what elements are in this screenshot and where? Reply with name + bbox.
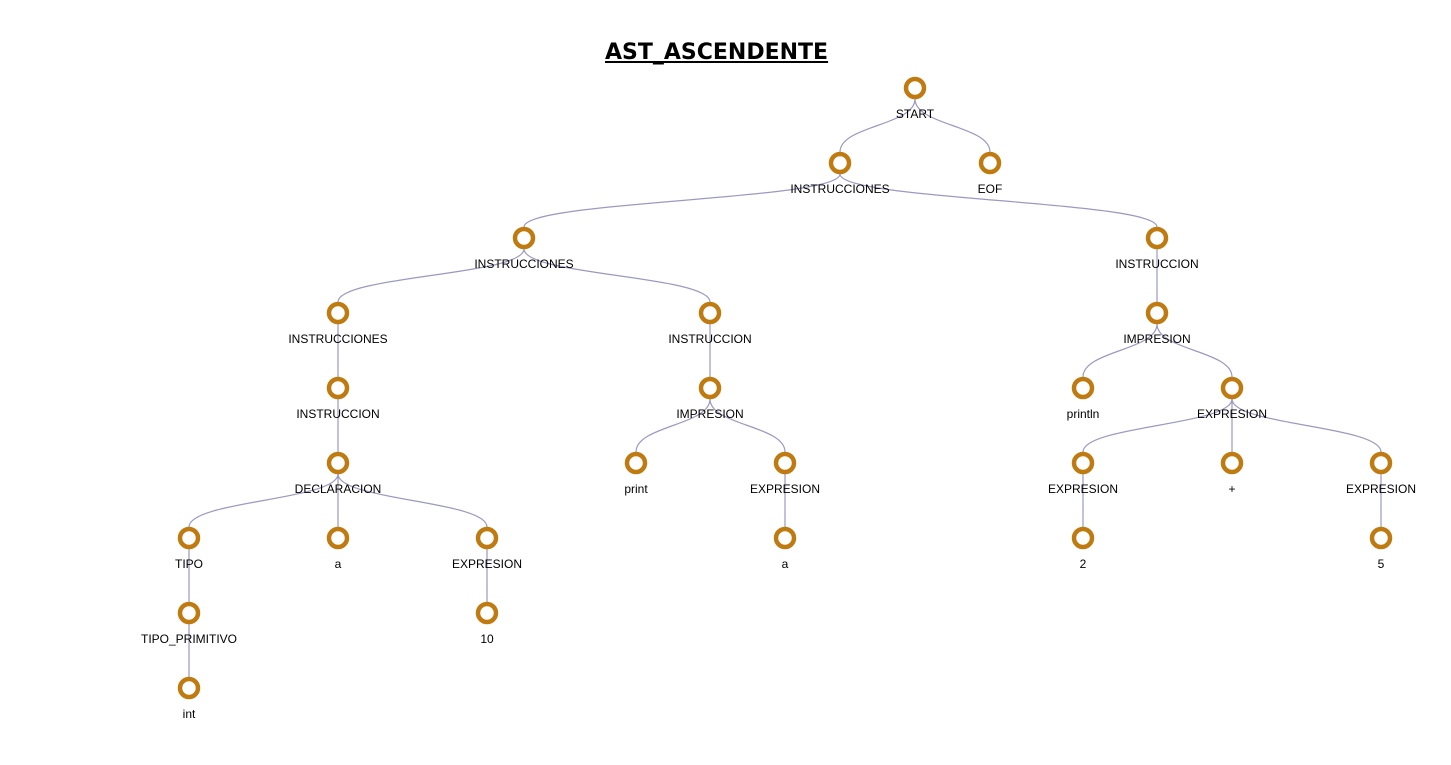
- tree-edge: [523, 248, 711, 303]
- node-circle-icon[interactable]: [1220, 451, 1244, 475]
- node-circle-icon[interactable]: [475, 526, 499, 550]
- tree-edge: [635, 398, 711, 453]
- node-circle-icon[interactable]: [1071, 451, 1095, 475]
- tree-edge: [1082, 398, 1233, 453]
- tree-node-instruccion[interactable]: INSTRUCCION: [296, 376, 380, 421]
- tree-node-a[interactable]: a: [326, 526, 350, 571]
- node-label: EOF: [978, 182, 1003, 196]
- tree-node-instrucciones[interactable]: INSTRUCCIONES: [474, 226, 574, 271]
- node-circle-icon[interactable]: [1145, 226, 1169, 250]
- tree-node-print[interactable]: print: [624, 451, 648, 496]
- tree-node-expresion[interactable]: EXPRESION: [750, 451, 820, 496]
- node-label: DECLARACION: [295, 482, 382, 496]
- node-circle-icon[interactable]: [326, 301, 350, 325]
- tree-edge: [188, 473, 339, 528]
- tree-node-println[interactable]: println: [1067, 376, 1100, 421]
- node-label: INSTRUCCIONES: [790, 182, 889, 196]
- tree-node-5[interactable]: 5: [1369, 526, 1393, 571]
- node-circle-icon[interactable]: [1145, 301, 1169, 325]
- tree-node-instruccion[interactable]: INSTRUCCION: [668, 301, 752, 346]
- node-label: EXPRESION: [452, 557, 522, 571]
- node-label: INSTRUCCION: [668, 332, 751, 346]
- tree-node-expresion[interactable]: EXPRESION: [1197, 376, 1267, 421]
- tree-edge: [1231, 398, 1382, 453]
- tree-edge: [337, 248, 525, 303]
- node-label: INSTRUCCION: [1115, 257, 1198, 271]
- node-label: a: [335, 557, 342, 571]
- node-label: EXPRESION: [1048, 482, 1118, 496]
- node-label: INSTRUCCIONES: [288, 332, 387, 346]
- tree-node-a[interactable]: a: [773, 526, 797, 571]
- node-label: INSTRUCCIONES: [474, 257, 573, 271]
- node-circle-icon[interactable]: [1220, 376, 1244, 400]
- node-label: START: [896, 107, 935, 121]
- tree-node-start[interactable]: START: [896, 76, 935, 121]
- node-label: 2: [1080, 557, 1087, 571]
- node-label: IMPRESION: [676, 407, 743, 421]
- node-circle-icon[interactable]: [177, 526, 201, 550]
- node-circle-icon[interactable]: [475, 601, 499, 625]
- node-label: TIPO_PRIMITIVO: [141, 632, 237, 646]
- tree-node-2[interactable]: 2: [1071, 526, 1095, 571]
- node-circle-icon[interactable]: [1369, 451, 1393, 475]
- diagram-title: AST_ASCENDENTE: [605, 40, 829, 65]
- tree-edge: [523, 173, 841, 228]
- tree-node-impresion[interactable]: IMPRESION: [676, 376, 744, 421]
- tree-edge: [709, 398, 786, 453]
- node-circle-icon[interactable]: [1071, 526, 1095, 550]
- nodes-layer: int TIPO_PRIMITIVO TIPO a 10 EXPRESION DECLARA…: [141, 76, 1416, 721]
- node-label: EXPRESION: [1197, 407, 1267, 421]
- edges-layer: [188, 98, 1382, 677]
- tree-edge: [1082, 323, 1158, 378]
- node-circle-icon[interactable]: [177, 676, 201, 700]
- node-label: print: [624, 482, 648, 496]
- tree-node-instrucciones[interactable]: INSTRUCCIONES: [288, 301, 388, 346]
- tree-edge: [337, 473, 488, 528]
- node-label: IMPRESION: [1123, 332, 1190, 346]
- node-circle-icon[interactable]: [698, 301, 722, 325]
- node-label: 10: [480, 632, 494, 646]
- tree-node-int[interactable]: int: [177, 676, 201, 721]
- node-label: +: [1228, 482, 1235, 496]
- node-label: a: [782, 557, 789, 571]
- node-label: EXPRESION: [750, 482, 820, 496]
- node-circle-icon[interactable]: [624, 451, 648, 475]
- tree-node-expresion[interactable]: EXPRESION: [1048, 451, 1118, 496]
- node-label: EXPRESION: [1346, 482, 1416, 496]
- tree-edge: [914, 98, 991, 153]
- tree-edge: [839, 98, 916, 153]
- tree-node-expresion[interactable]: EXPRESION: [1346, 451, 1416, 496]
- node-circle-icon[interactable]: [1369, 526, 1393, 550]
- node-circle-icon[interactable]: [326, 526, 350, 550]
- tree-node-tipo-primitivo[interactable]: TIPO_PRIMITIVO: [141, 601, 237, 646]
- tree-node-eof[interactable]: EOF: [978, 151, 1003, 196]
- node-circle-icon[interactable]: [978, 151, 1002, 175]
- node-label: 5: [1378, 557, 1385, 571]
- node-circle-icon[interactable]: [903, 76, 927, 100]
- tree-node-instruccion[interactable]: INSTRUCCION: [1115, 226, 1199, 271]
- node-circle-icon[interactable]: [326, 451, 350, 475]
- tree-node-declaracion[interactable]: DECLARACION: [295, 451, 382, 496]
- tree-node-10[interactable]: 10: [475, 601, 499, 646]
- tree-edge: [1156, 323, 1233, 378]
- node-label: int: [183, 707, 196, 721]
- node-circle-icon[interactable]: [773, 526, 797, 550]
- node-circle-icon[interactable]: [177, 601, 201, 625]
- tree-node-instrucciones[interactable]: INSTRUCCIONES: [790, 151, 890, 196]
- node-circle-icon[interactable]: [698, 376, 722, 400]
- tree-node-plus[interactable]: +: [1220, 451, 1244, 496]
- tree-node-tipo[interactable]: TIPO: [175, 526, 203, 571]
- node-circle-icon[interactable]: [828, 151, 852, 175]
- tree-edge: [839, 173, 1158, 228]
- node-label: TIPO: [175, 557, 203, 571]
- node-circle-icon[interactable]: [773, 451, 797, 475]
- tree-node-expresion[interactable]: EXPRESION: [452, 526, 522, 571]
- tree-node-impresion[interactable]: IMPRESION: [1123, 301, 1191, 346]
- node-circle-icon[interactable]: [326, 376, 350, 400]
- node-label: INSTRUCCION: [296, 407, 379, 421]
- node-circle-icon[interactable]: [512, 226, 536, 250]
- node-circle-icon[interactable]: [1071, 376, 1095, 400]
- node-label: println: [1067, 407, 1100, 421]
